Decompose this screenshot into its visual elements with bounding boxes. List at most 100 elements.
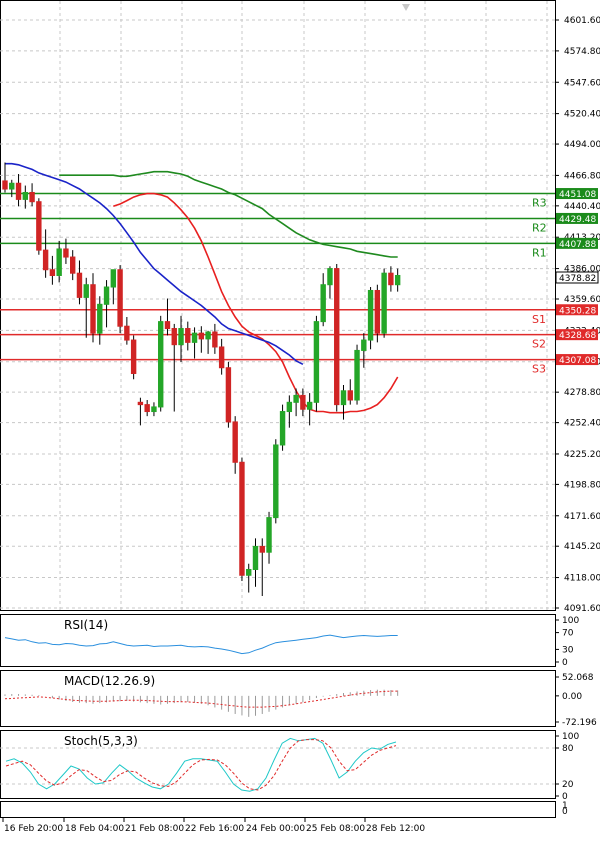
candle-body-bear [232,421,238,463]
price-tick-label: 4252.40 [564,419,600,429]
candle [158,315,164,412]
candle-body-bull [205,331,211,340]
candle-body-bull [367,289,374,341]
candle-body-bull [340,390,347,406]
rsi-tick-label: 100 [562,616,579,626]
rsi-panel-frame [0,614,556,667]
candle [279,404,286,451]
candlesticks[interactable] [2,162,401,597]
macd-plot [4,689,399,717]
candle-body-bear [130,339,137,374]
candle-body-bear [124,325,130,341]
candle-body-bull [313,321,320,403]
level-price-label-r1: 4407.88 [559,240,596,250]
price-tick-label: 4386.00 [564,265,600,275]
candle-body-bear [218,346,225,369]
rsi-tick-label: 0 [562,658,568,668]
candle [2,162,8,193]
stoch-tick-label: 100 [562,732,579,742]
candle-body-bull [178,328,184,346]
candle [29,183,35,207]
candle-body-bull [381,272,387,334]
candle [164,298,171,336]
candle [354,344,360,405]
price-tick-label: 4359.60 [564,295,600,305]
candle [70,250,76,281]
level-price-label-r2: 4429.48 [559,215,596,225]
candle [130,335,137,380]
candle [340,385,347,420]
macd-axis: 52.068 0.00 -72.196 [555,673,597,728]
candle-body-bear [198,332,205,340]
candle-body-bear [185,328,191,343]
candle-body-bear [374,289,381,334]
candle-body-bull [394,274,401,286]
level-name-r2: R2 [532,221,547,234]
moving-averages [5,162,399,414]
level-name-s2: S2 [532,338,546,351]
rsi-axis: 100 70 30 0 [555,616,579,668]
candle [90,273,96,343]
candle-body-bear [49,269,56,276]
pivot-levels: R3 4451.08 R2 4429.48 R1 4407.88 S1 4350.28 S2 43… [0,188,598,376]
candle-body-bear [42,249,49,271]
candle [218,338,225,375]
macd-tick-label: 52.068 [562,673,594,683]
ma-blue-line [5,162,304,366]
candle-body-bear [225,367,232,423]
macd-panel: MACD(12.26.9) 52.068 0.00 -72.196 [0,670,597,728]
candle-body-bull [286,401,293,413]
candle-body-bear [137,401,144,406]
candle [306,393,313,426]
stoch-panel-frame [0,730,556,799]
candle [313,315,320,412]
macd-title: MACD(12.26.9) [64,674,155,688]
candle [42,229,49,278]
price-panel-frame [0,0,556,611]
price-tick-label: 4440.40 [564,202,600,212]
price-panel: 4601.60 4574.80 4547.60 4520.40 4494.00 4466.… [0,0,600,614]
candle-body-bull [22,191,29,200]
level-name-r1: R1 [532,246,547,259]
price-tick-label: 4574.80 [564,47,600,57]
candle [347,379,353,405]
price-grid [0,1,555,610]
scroll-arrow-icon[interactable] [402,4,410,11]
candle [97,296,103,345]
stoch-tick-label: 0 [562,792,568,802]
price-tick-label: 4278.80 [564,388,600,398]
candle-body-bull [9,182,15,190]
rsi-line-path [4,634,398,655]
candle-body-bear [76,272,83,298]
level-price-box [556,188,598,200]
candle-body-bear [334,268,340,406]
candle-body-bear [239,461,245,576]
rsi-title: RSI(14) [64,618,108,632]
candle-body-bull [266,517,272,553]
candle-body-bull [56,248,62,276]
candle [361,333,367,368]
candle [381,268,387,338]
candle-body-bear [259,545,265,553]
candle [259,538,265,597]
rsi-line [4,634,398,655]
level-name-s1: S1 [532,313,546,326]
macd-signal-line [4,690,398,708]
bottom-tick-label: 1 [562,801,568,811]
candle [83,277,89,338]
ma-green-line [59,170,398,258]
time-label: 16 Feb 20:00 [4,824,63,834]
candle-body-bull [97,303,103,334]
candle [63,238,69,264]
level-price-box [556,354,598,366]
candle-body-bull [83,284,89,298]
time-label: 18 Feb 04:00 [65,824,124,834]
price-tick-label: 4520.40 [564,110,600,120]
candle-body-bear [300,394,306,410]
candle-body-bull [320,284,326,323]
candle [191,327,198,359]
candle-body-bull [252,545,259,570]
candle-body-bear [347,390,353,401]
level-price-box [556,237,598,249]
candle-body-bull [293,394,299,403]
